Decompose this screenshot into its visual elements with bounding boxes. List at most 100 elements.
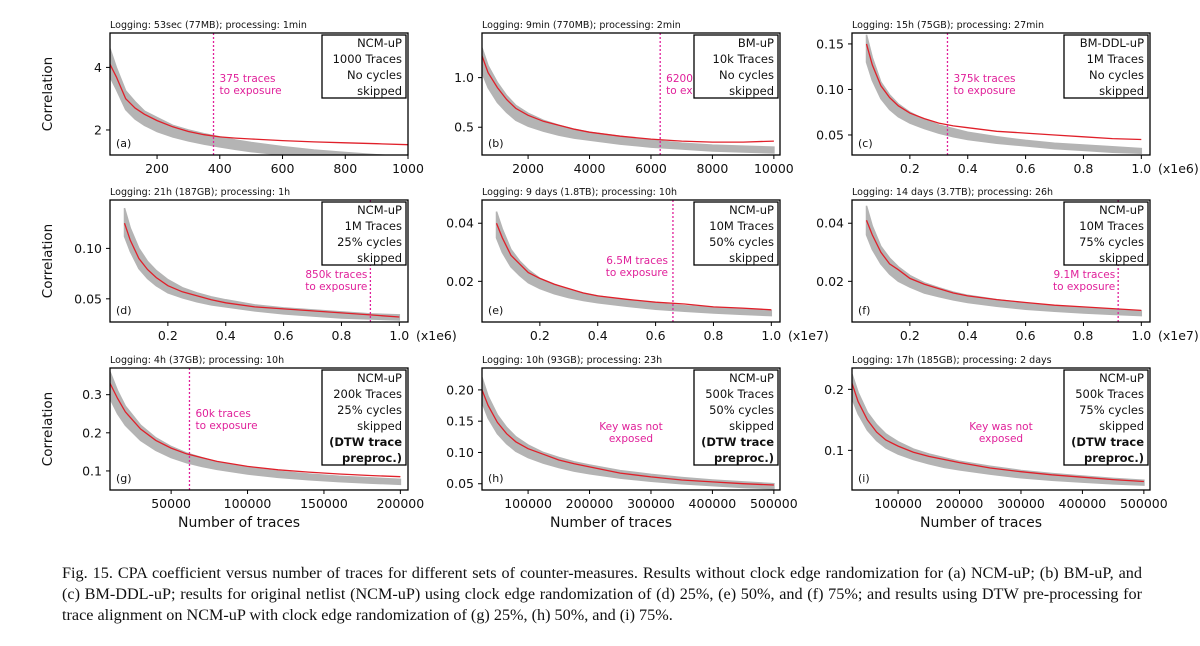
x-tick-label: 0.6 (1016, 161, 1036, 176)
x-tick-label: 500000 (750, 496, 798, 511)
y-tick-label: 0.04 (816, 216, 844, 231)
x-axis-label: Number of traces (550, 515, 672, 531)
x-tick-label: 200000 (936, 496, 984, 511)
y-tick-label: 0.3 (82, 387, 102, 402)
wrong-keys-band (123, 207, 401, 321)
legend-line: skipped (1099, 419, 1144, 433)
panel-header: Logging: 9min (770MB); processing: 2min (482, 20, 681, 31)
x-tick-label: 150000 (300, 496, 348, 511)
wrong-keys-band (482, 377, 775, 490)
panel-header: Logging: 17h (185GB); processing: 2 days (852, 355, 1052, 366)
x-tick-label: 1000 (392, 161, 424, 176)
x-multiplier: (x1e6) (1158, 161, 1199, 176)
legend-line: 50% cycles (709, 403, 774, 417)
wrong-keys-band (482, 47, 775, 154)
panel-b: Logging: 9min (770MB); processing: 2min 6… (454, 20, 794, 176)
y-tick-label: 0.5 (454, 120, 474, 135)
exposure-annotation: to exposure (220, 85, 282, 97)
legend-box (693, 201, 779, 266)
exposure-annotation: to exposure (953, 85, 1015, 97)
correct-key-line (482, 55, 774, 143)
legend-line: NCM-uP (729, 371, 774, 385)
legend-box (321, 34, 407, 99)
x-tick-label: 100000 (504, 496, 552, 511)
legend-line: NCM-uP (357, 36, 402, 50)
panel-label: (f) (858, 304, 870, 317)
legend-box (693, 369, 779, 466)
x-tick-label: 6000 (635, 161, 667, 176)
figure-caption: Fig. 15. CPA coefficient versus number o… (62, 564, 1142, 624)
panel-g: Logging: 4h (37GB); processing: 10h 60k t… (82, 355, 424, 511)
panel-label: (g) (116, 472, 132, 485)
y-tick-label: 0.1 (82, 463, 102, 478)
legend-line: (DTW trace (1071, 435, 1144, 449)
panel-header: Logging: 21h (187GB); processing: 1h (110, 187, 290, 198)
y-axis-label: Correlation (40, 57, 56, 131)
legend-line: BM-DDL-uP (1080, 36, 1144, 50)
panel-label: (i) (858, 472, 870, 485)
y-tick-label: 0.02 (446, 274, 474, 289)
panel-label: (d) (116, 304, 132, 317)
x-tick-label: 0.8 (332, 328, 352, 343)
legend-line: 50% cycles (709, 235, 774, 249)
x-tick-label: 1.0 (389, 328, 409, 343)
x-tick-label: 100000 (874, 496, 922, 511)
x-tick-label: 4000 (574, 161, 606, 176)
x-multiplier: (x1e7) (788, 328, 829, 343)
x-tick-label: 0.8 (1074, 328, 1094, 343)
x-tick-label: 0.4 (216, 328, 236, 343)
legend-box (693, 34, 779, 99)
x-tick-label: 0.4 (588, 328, 608, 343)
panel-e: Logging: 9 days (1.8TB); processing: 10h… (446, 187, 829, 343)
axes-frame (481, 199, 781, 323)
legend-line: 1M Traces (345, 219, 402, 233)
y-axis-label: Correlation (40, 224, 56, 298)
x-tick-label: 0.8 (704, 328, 724, 343)
y-tick-label: 0.05 (74, 291, 102, 306)
legend-line: 10k Traces (713, 52, 774, 66)
legend-line: 25% cycles (337, 403, 402, 417)
legend-box (1063, 34, 1149, 99)
x-tick-label: 0.6 (1016, 328, 1036, 343)
x-tick-label: 1.0 (1131, 328, 1151, 343)
exposure-annotation: to exposure (1053, 281, 1115, 293)
exposure-annotation: to exposure (606, 267, 668, 279)
panel-d: Logging: 21h (187GB); processing: 1h 850k… (74, 187, 457, 343)
x-multiplier: (x1e6) (416, 328, 457, 343)
legend-line: NCM-uP (729, 203, 774, 217)
legend-line: (DTW trace (329, 435, 402, 449)
x-tick-label: 800 (333, 161, 357, 176)
y-tick-label: 0.1 (824, 443, 844, 458)
exposure-annotation: 375k traces (953, 73, 1015, 85)
legend-line: skipped (729, 419, 774, 433)
x-tick-label: 200000 (376, 496, 424, 511)
y-tick-label: 0.05 (816, 127, 844, 142)
y-axis-label: Correlation (40, 392, 56, 466)
y-tick-label: 0.05 (446, 476, 474, 491)
panel-label: (c) (858, 137, 873, 150)
x-multiplier: (x1e7) (1158, 328, 1199, 343)
x-tick-label: 0.8 (1074, 161, 1094, 176)
wrong-keys-band (110, 371, 402, 486)
panel-label: (e) (488, 304, 503, 317)
x-tick-label: 300000 (627, 496, 675, 511)
legend-line: NCM-uP (1099, 371, 1144, 385)
legend-line: skipped (729, 251, 774, 265)
axes-frame (481, 367, 781, 491)
correct-key-line (495, 222, 772, 311)
legend-box (1063, 201, 1149, 266)
x-tick-label: 100000 (224, 496, 272, 511)
legend-line: BM-uP (738, 36, 774, 50)
axes-frame (481, 32, 781, 156)
y-tick-label: 4 (94, 60, 102, 75)
y-tick-label: 2 (94, 122, 102, 137)
x-tick-label: 0.4 (958, 328, 978, 343)
correct-key-line (110, 383, 401, 478)
exposure-annotation: Key was not (969, 421, 1032, 433)
legend-box (321, 201, 407, 266)
legend-line: skipped (1099, 251, 1144, 265)
panel-label: (b) (488, 137, 504, 150)
x-tick-label: 0.2 (158, 328, 178, 343)
x-tick-label: 500000 (1120, 496, 1168, 511)
exposure-annotation: 375 traces (220, 73, 276, 85)
